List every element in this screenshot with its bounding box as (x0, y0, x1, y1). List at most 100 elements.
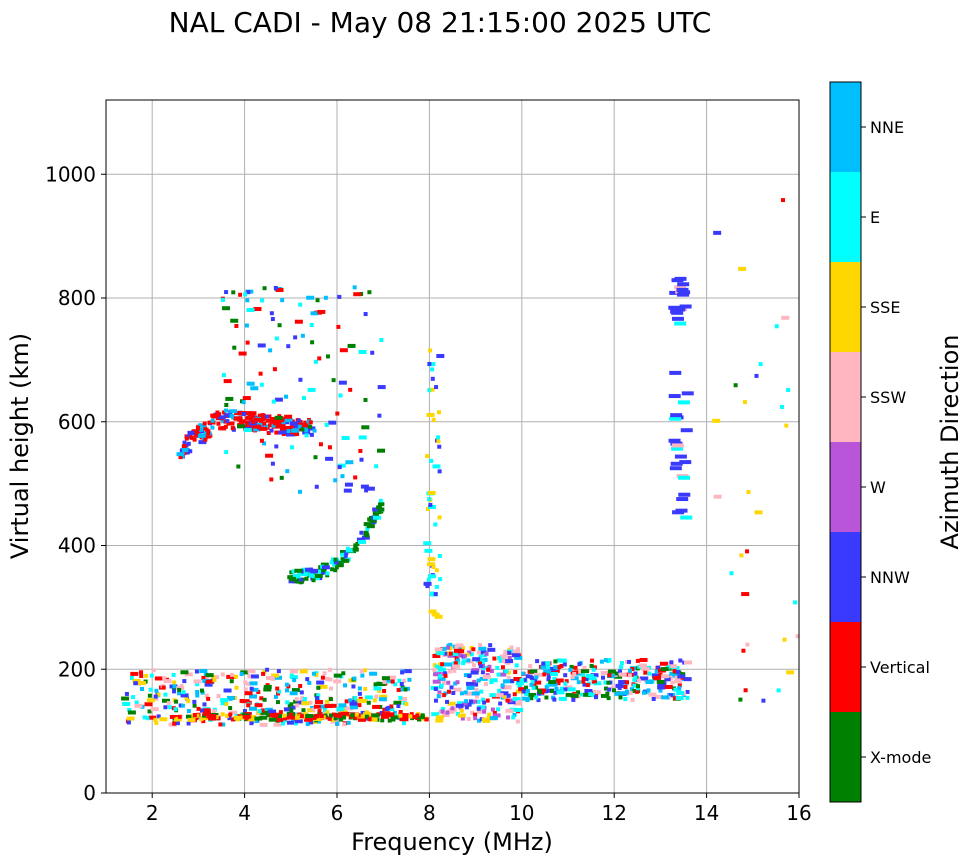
echo-cell (266, 713, 271, 718)
echo-cell (500, 683, 505, 688)
echo-cell (581, 679, 586, 684)
echo-cell (248, 706, 257, 711)
echo-cell (372, 704, 381, 709)
echo-cell (269, 713, 274, 718)
echo-cell (126, 716, 135, 721)
echo-cell (241, 699, 250, 704)
echo-cell (195, 682, 200, 687)
echo-cell (203, 426, 208, 431)
echo-cell (243, 292, 248, 297)
echo-cell (674, 276, 687, 281)
echo-cell (260, 710, 269, 715)
echo-cell (461, 661, 466, 666)
echo-cell (262, 669, 267, 674)
echo-cell (515, 681, 524, 686)
echo-cell (292, 678, 297, 683)
echo-cell (437, 676, 446, 681)
echo-cell (479, 717, 484, 722)
echo-cell (495, 665, 500, 670)
echo-cell (741, 648, 746, 653)
echo-cell (677, 683, 682, 688)
echo-cell (278, 710, 283, 715)
echo-cell (180, 693, 189, 698)
echo-cell (743, 688, 748, 693)
echo-cell (358, 448, 363, 453)
echo-cell (185, 714, 194, 719)
echo-cell (355, 541, 360, 546)
echo-cell (600, 693, 609, 698)
echo-cell (619, 665, 624, 670)
echo-cell (469, 652, 474, 657)
echo-cell (286, 432, 295, 437)
echo-cell (635, 658, 640, 663)
echo-cell (177, 714, 182, 719)
echo-cell (623, 685, 628, 690)
echo-cell (379, 694, 388, 699)
echo-cell (367, 290, 372, 295)
echo-cell (225, 413, 230, 418)
echo-cell (237, 424, 246, 429)
echo-cell (200, 708, 205, 713)
echo-cell (156, 692, 161, 697)
echo-cell (220, 672, 225, 677)
echo-cell (434, 614, 443, 619)
echo-cell (177, 717, 182, 722)
echo-cell (340, 552, 345, 557)
echo-cell (592, 665, 597, 670)
echo-cell (459, 708, 464, 713)
cluster-nnw-column-13-4-mhz (668, 276, 694, 520)
echo-cell (505, 708, 514, 713)
echo-cell (304, 433, 309, 438)
echo-cell (303, 711, 308, 716)
echo-cell (565, 692, 574, 697)
echo-cell (180, 703, 185, 708)
echo-cell (240, 715, 245, 720)
echo-cell (320, 704, 325, 709)
echo-cell (627, 659, 632, 664)
echo-cell (254, 703, 263, 708)
echo-cell (505, 679, 514, 684)
echo-cell (139, 673, 144, 678)
echo-cell (739, 553, 744, 558)
echo-cell (291, 569, 296, 574)
echo-cell (473, 699, 478, 704)
echo-cell (517, 699, 522, 704)
echo-cell (563, 681, 568, 686)
echo-cell (337, 463, 346, 468)
echo-cell (592, 689, 597, 694)
echo-cell (236, 464, 241, 469)
echo-cell (126, 720, 131, 725)
echo-cell (279, 427, 284, 432)
echo-cell (671, 446, 684, 451)
echo-cell (250, 386, 259, 391)
echo-cell (302, 697, 307, 702)
echo-cell (282, 716, 287, 721)
echo-cell (646, 690, 651, 695)
echo-cell (289, 570, 294, 575)
echo-cell (185, 450, 190, 455)
echo-cell (284, 414, 293, 419)
echo-cell (562, 662, 567, 667)
echo-cell (307, 708, 316, 713)
echo-cell (567, 687, 576, 692)
echo-cell (275, 287, 284, 292)
echo-cell (510, 679, 515, 684)
echo-cell (205, 714, 210, 719)
echo-cell (454, 656, 459, 661)
echo-cell (685, 689, 690, 694)
echo-cell (303, 423, 308, 428)
echo-cell (478, 664, 483, 669)
echo-cell (195, 433, 204, 438)
echo-cell (675, 508, 688, 513)
echo-cell (427, 557, 436, 562)
echo-cell (196, 706, 201, 711)
echo-cell (377, 413, 382, 418)
echo-cell (199, 688, 204, 693)
echo-cell (186, 721, 191, 726)
echo-cell (227, 695, 236, 700)
echo-cell (374, 512, 379, 517)
echo-cell (460, 716, 465, 721)
echo-cell (333, 478, 338, 483)
echo-cell (543, 669, 552, 674)
echo-cell (154, 688, 159, 693)
